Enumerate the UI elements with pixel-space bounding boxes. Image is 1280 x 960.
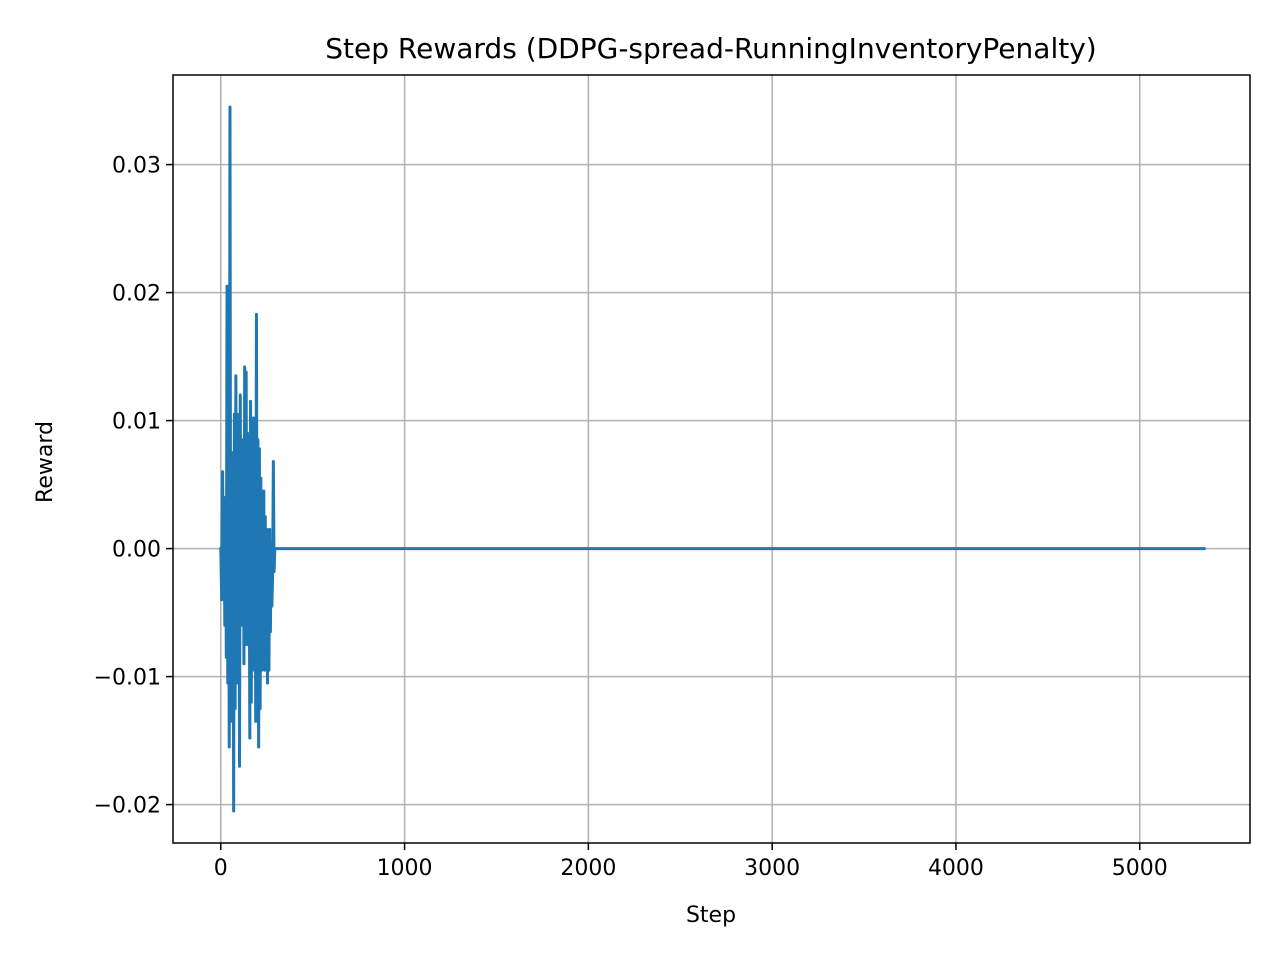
y-tick-label: 0.02 (112, 282, 161, 307)
grid-layer (173, 75, 1250, 843)
y-tick-label: 0.01 (112, 410, 161, 435)
x-tick-label: 4000 (928, 856, 984, 881)
y-tick-label: −0.01 (94, 666, 161, 691)
chart-title: Step Rewards (DDPG-spread-RunningInvento… (325, 32, 1096, 65)
y-tick-label: 0.00 (112, 538, 161, 563)
x-tick-label: 3000 (744, 856, 800, 881)
x-axis-label: Step (686, 903, 736, 928)
y-axis-label: Reward (33, 421, 58, 503)
ticks-layer: 0 1000 2000 3000 4000 5000 −0.02 −0.01 0.00 0.01 0… (94, 154, 1168, 881)
plot-frame (172, 74, 1251, 844)
y-tick-label: −0.02 (94, 794, 161, 819)
series-line-0 (219, 105, 1206, 813)
x-tick-label: 5000 (1112, 856, 1168, 881)
y-tick-label: 0.03 (112, 154, 161, 179)
x-tick-label: 0 (214, 856, 228, 881)
x-tick-label: 1000 (377, 856, 433, 881)
series-layer (219, 105, 1206, 813)
x-tick-label: 2000 (560, 856, 616, 881)
